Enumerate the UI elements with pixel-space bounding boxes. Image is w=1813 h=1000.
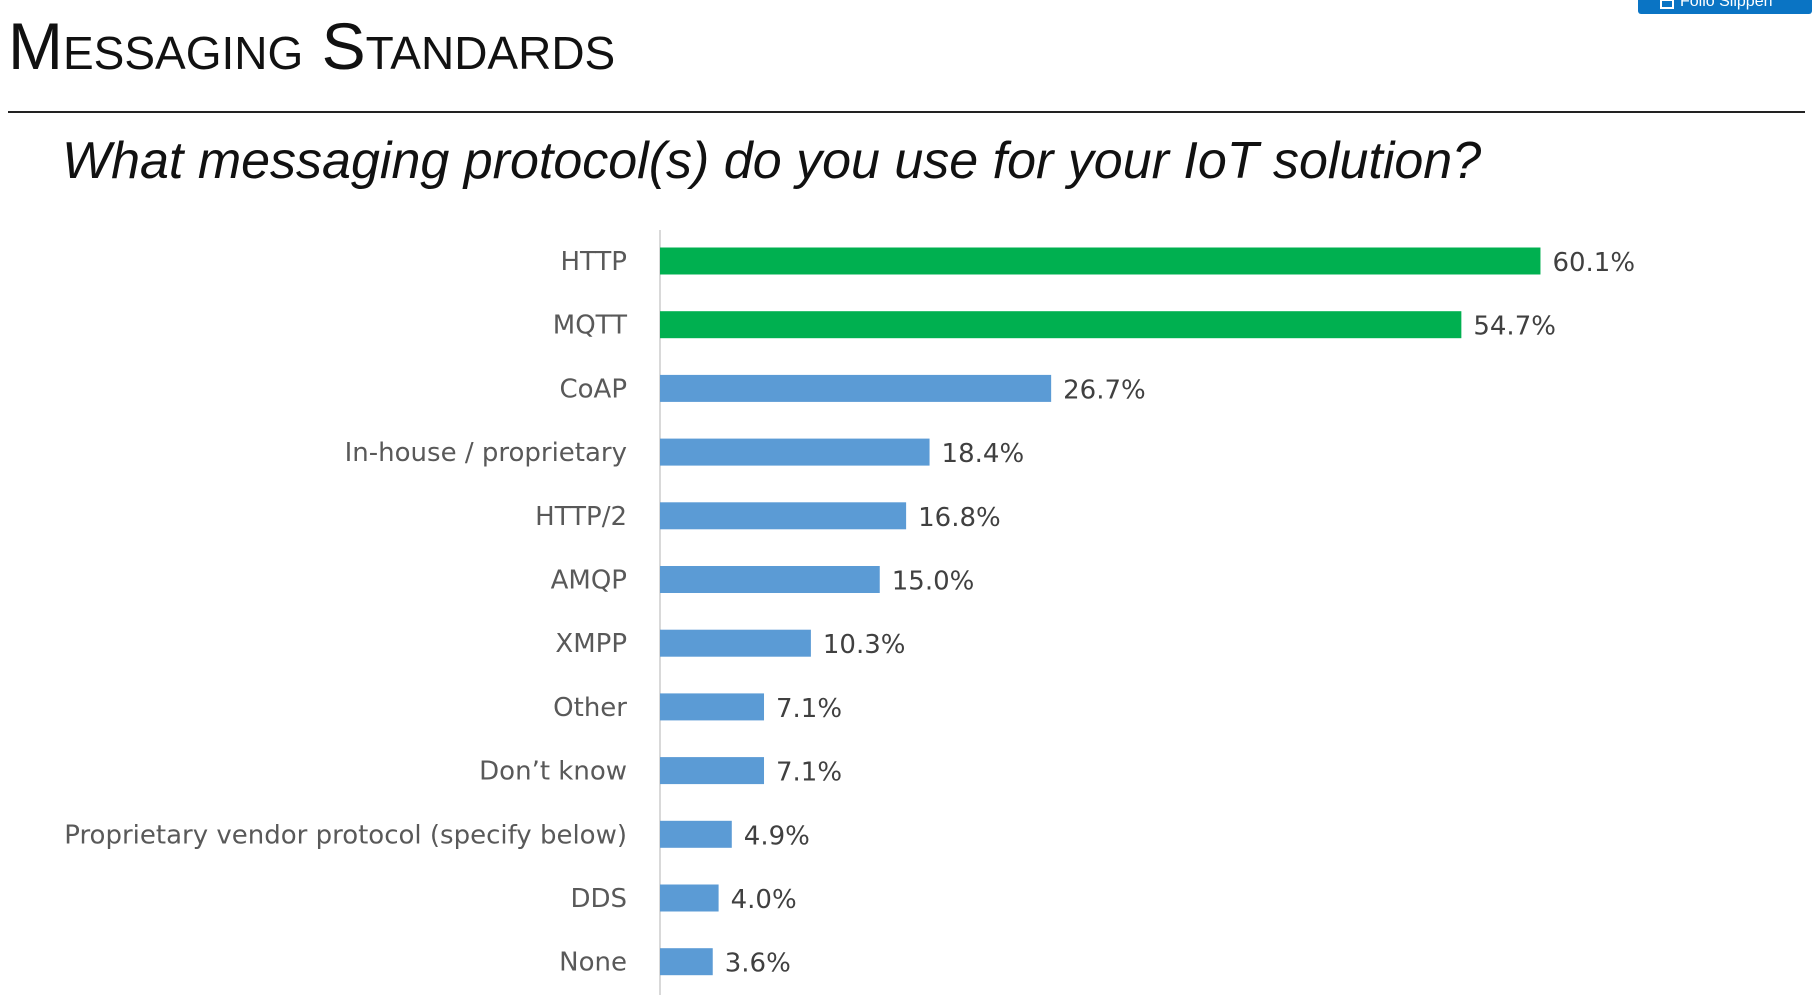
bar bbox=[660, 438, 930, 466]
category-label: None bbox=[559, 948, 627, 978]
clip-slide-button-label: Follo Slippen bbox=[1680, 0, 1773, 10]
bar bbox=[660, 757, 765, 785]
category-label: Don’t know bbox=[479, 757, 627, 787]
data-label: 54.7% bbox=[1473, 312, 1556, 342]
data-label: 26.7% bbox=[1063, 375, 1146, 405]
category-label: MQTT bbox=[553, 311, 627, 341]
data-label: 7.1% bbox=[776, 694, 842, 724]
category-label: HTTP/2 bbox=[535, 502, 627, 532]
bar bbox=[660, 311, 1462, 339]
clip-icon bbox=[1660, 0, 1674, 9]
bar bbox=[660, 374, 1052, 402]
category-label: AMQP bbox=[551, 566, 627, 596]
category-label: Other bbox=[553, 693, 627, 723]
data-label: 3.6% bbox=[725, 949, 791, 979]
bar bbox=[660, 247, 1541, 275]
slide-title: Messaging Standards bbox=[8, 9, 616, 83]
bar bbox=[660, 629, 811, 657]
category-label: XMPP bbox=[555, 629, 627, 659]
category-label: DDS bbox=[570, 884, 627, 914]
data-label: 10.3% bbox=[823, 630, 906, 660]
bar bbox=[660, 502, 907, 530]
data-label: 60.1% bbox=[1552, 248, 1635, 278]
data-label: 16.8% bbox=[918, 503, 1001, 533]
data-label: 15.0% bbox=[892, 567, 975, 597]
bar bbox=[660, 884, 719, 912]
category-label: CoAP bbox=[559, 374, 627, 404]
data-label: 18.4% bbox=[942, 439, 1025, 469]
data-label: 7.1% bbox=[776, 758, 842, 788]
bar bbox=[660, 820, 732, 848]
data-label: 4.0% bbox=[731, 885, 797, 915]
data-label: 4.9% bbox=[744, 821, 810, 851]
category-label: Proprietary vendor protocol (specify bel… bbox=[64, 820, 627, 850]
bar bbox=[660, 948, 713, 976]
bar bbox=[660, 566, 880, 593]
bar bbox=[660, 693, 765, 721]
category-label: In-house / proprietary bbox=[345, 438, 627, 468]
chart-question: What messaging protocol(s) do you use fo… bbox=[62, 132, 1482, 190]
title-divider bbox=[8, 111, 1805, 113]
clip-slide-button[interactable]: Follo Slippen bbox=[1638, 0, 1812, 14]
category-label: HTTP bbox=[560, 247, 627, 277]
